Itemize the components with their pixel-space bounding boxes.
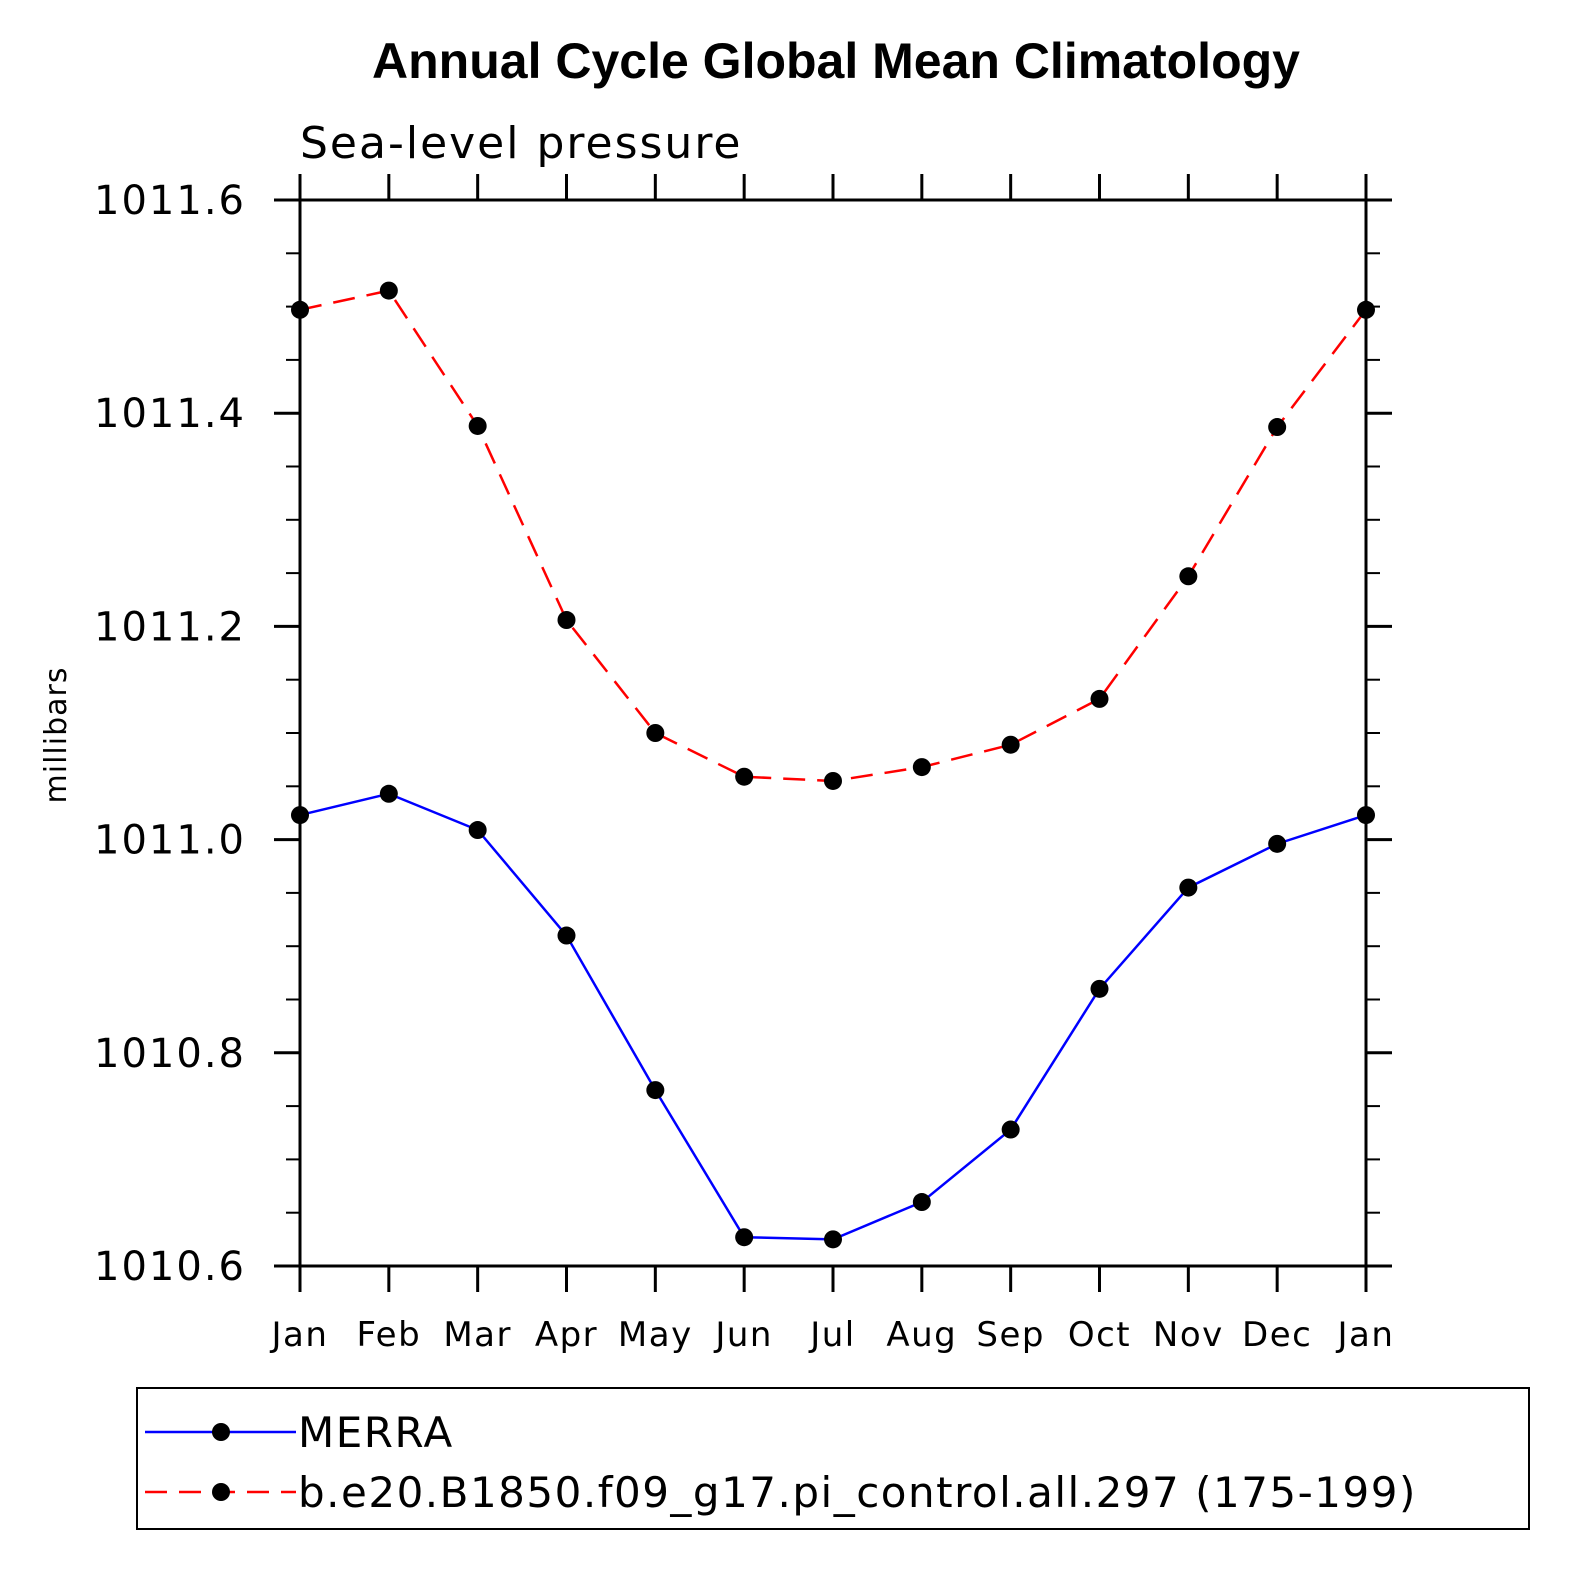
y-tick-label: 1010.8	[94, 1031, 246, 1077]
series-0-point	[824, 1230, 842, 1249]
series-0-point	[735, 1228, 754, 1247]
series-0-point	[646, 1081, 665, 1100]
legend-label-0: MERRA	[298, 1408, 454, 1457]
series-0-point	[912, 1193, 931, 1212]
x-tick-label: May	[618, 1315, 693, 1355]
x-tick-label: Jun	[713, 1315, 773, 1355]
x-tick-label: Apr	[535, 1315, 598, 1355]
x-tick-label: Nov	[1153, 1315, 1224, 1355]
series-1-point	[824, 771, 842, 790]
series-1-point	[291, 300, 309, 319]
y-tick-label: 1011.2	[94, 604, 246, 650]
legend-marker-1	[212, 1483, 230, 1501]
series-0-point	[468, 821, 487, 840]
series-1-point	[1357, 300, 1375, 319]
legend-label-1: b.e20.B1850.f09_g17.pi_control.all.297 (…	[298, 1468, 1417, 1517]
chart-title: Annual Cycle Global Mean Climatology	[372, 33, 1300, 89]
series-0-point	[1268, 834, 1287, 853]
plot-area: Jan Feb Mar Apr May Jun Jul Aug Sep Oct Nov Dec Jan 1…	[94, 174, 1395, 1355]
series-line-1	[299, 289, 1367, 783]
series-0-point	[1090, 979, 1109, 998]
series-1-point	[557, 611, 576, 630]
series-1-point	[1268, 418, 1287, 437]
series-line-0	[299, 792, 1367, 1241]
x-tick-label: Jan	[1336, 1315, 1395, 1355]
plot-frame	[298, 198, 1368, 1268]
legend-box	[136, 1387, 1530, 1530]
chart-subtitle: Sea-level pressure	[300, 118, 743, 169]
y-tick-label: 1010.6	[94, 1244, 246, 1290]
series-1-point	[1179, 567, 1198, 586]
y-axis-label: millibars	[39, 667, 74, 804]
series-1-point	[379, 281, 398, 300]
series-0-point	[1357, 806, 1375, 825]
series-1-point	[735, 767, 754, 786]
y-tick-label: 1011.0	[94, 818, 246, 864]
legend: MERRA b.e20.B1850.f09_g17.pi_control.all.…	[136, 1387, 1530, 1530]
series-1-point	[1090, 689, 1109, 708]
series-0-point	[379, 784, 398, 803]
x-tick-label: Jul	[808, 1315, 856, 1355]
series-1-point	[646, 724, 665, 742]
x-tick-label: Mar	[443, 1315, 512, 1355]
x-tick-label: Sep	[976, 1315, 1045, 1355]
y-tick-label: 1011.6	[94, 178, 246, 224]
series-0-point	[557, 926, 576, 945]
y-tick-label: 1011.4	[94, 391, 246, 437]
series-0-point	[291, 806, 309, 825]
x-tick-label: Feb	[356, 1315, 421, 1355]
series-1-point	[912, 758, 931, 777]
x-tick-label: Dec	[1242, 1315, 1312, 1355]
series-0-point	[1001, 1120, 1020, 1139]
x-tick-label: Jan	[270, 1315, 329, 1355]
x-tick-label: Aug	[886, 1315, 957, 1355]
series-0-point	[1179, 878, 1198, 897]
series-1-point	[1001, 735, 1020, 754]
legend-marker-0	[212, 1423, 230, 1441]
series-1-point	[468, 416, 487, 435]
x-tick-label: Oct	[1068, 1315, 1131, 1355]
